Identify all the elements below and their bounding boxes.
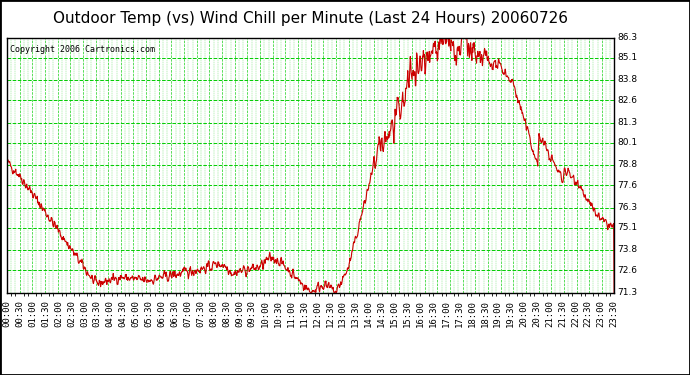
Text: 17:00: 17:00	[442, 300, 451, 327]
Text: 77.6: 77.6	[618, 181, 638, 190]
Text: 02:00: 02:00	[54, 300, 63, 327]
Text: 16:30: 16:30	[428, 300, 437, 327]
Text: 04:00: 04:00	[106, 300, 115, 327]
Text: 03:30: 03:30	[93, 300, 102, 327]
Text: 13:00: 13:00	[338, 300, 347, 327]
Text: 11:00: 11:00	[286, 300, 295, 327]
Text: 78.8: 78.8	[618, 160, 638, 170]
Text: 72.6: 72.6	[618, 266, 638, 275]
Text: 17:30: 17:30	[455, 300, 464, 327]
Text: 11:30: 11:30	[299, 300, 308, 327]
Text: 20:30: 20:30	[532, 300, 541, 327]
Text: 71.3: 71.3	[618, 288, 638, 297]
Text: 16:00: 16:00	[416, 300, 425, 327]
Text: 05:00: 05:00	[132, 300, 141, 327]
Text: 14:30: 14:30	[377, 300, 386, 327]
Text: 01:00: 01:00	[28, 300, 37, 327]
Text: 10:30: 10:30	[274, 300, 283, 327]
Text: 06:30: 06:30	[170, 300, 179, 327]
Text: 22:00: 22:00	[571, 300, 580, 327]
Text: 12:00: 12:00	[313, 300, 322, 327]
Text: 15:30: 15:30	[403, 300, 412, 327]
Text: 15:00: 15:00	[390, 300, 399, 327]
Text: 23:30: 23:30	[609, 300, 619, 327]
Text: 85.1: 85.1	[618, 53, 638, 62]
Text: 22:30: 22:30	[584, 300, 593, 327]
Text: 21:00: 21:00	[545, 300, 554, 327]
Text: Outdoor Temp (vs) Wind Chill per Minute (Last 24 Hours) 20060726: Outdoor Temp (vs) Wind Chill per Minute …	[53, 11, 568, 26]
Text: 00:30: 00:30	[15, 300, 24, 327]
Text: 19:30: 19:30	[506, 300, 515, 327]
Text: 80.1: 80.1	[618, 138, 638, 147]
Text: 06:00: 06:00	[157, 300, 166, 327]
Text: 08:30: 08:30	[222, 300, 231, 327]
Text: 73.8: 73.8	[618, 246, 638, 255]
Text: 10:00: 10:00	[261, 300, 270, 327]
Text: 83.8: 83.8	[618, 75, 638, 84]
Text: 01:30: 01:30	[41, 300, 50, 327]
Text: 20:00: 20:00	[519, 300, 528, 327]
Text: 02:30: 02:30	[67, 300, 76, 327]
Text: 03:00: 03:00	[80, 300, 89, 327]
Text: 18:00: 18:00	[468, 300, 477, 327]
Text: 76.3: 76.3	[618, 203, 638, 212]
Text: 21:30: 21:30	[558, 300, 567, 327]
Text: 12:30: 12:30	[326, 300, 335, 327]
Text: 13:30: 13:30	[351, 300, 360, 327]
Text: 09:00: 09:00	[235, 300, 244, 327]
Text: 07:30: 07:30	[196, 300, 205, 327]
Text: 23:00: 23:00	[597, 300, 606, 327]
Text: 81.3: 81.3	[618, 118, 638, 127]
Text: 82.6: 82.6	[618, 96, 638, 105]
Text: 05:30: 05:30	[144, 300, 153, 327]
Text: 19:00: 19:00	[493, 300, 502, 327]
Text: 04:30: 04:30	[119, 300, 128, 327]
Text: 18:30: 18:30	[480, 300, 489, 327]
Text: 86.3: 86.3	[618, 33, 638, 42]
Text: Copyright 2006 Cartronics.com: Copyright 2006 Cartronics.com	[10, 45, 155, 54]
Text: 14:00: 14:00	[364, 300, 373, 327]
Text: 09:30: 09:30	[248, 300, 257, 327]
Text: 07:00: 07:00	[184, 300, 193, 327]
Text: 08:00: 08:00	[209, 300, 218, 327]
Text: 75.1: 75.1	[618, 224, 638, 232]
Text: 00:00: 00:00	[2, 300, 12, 327]
